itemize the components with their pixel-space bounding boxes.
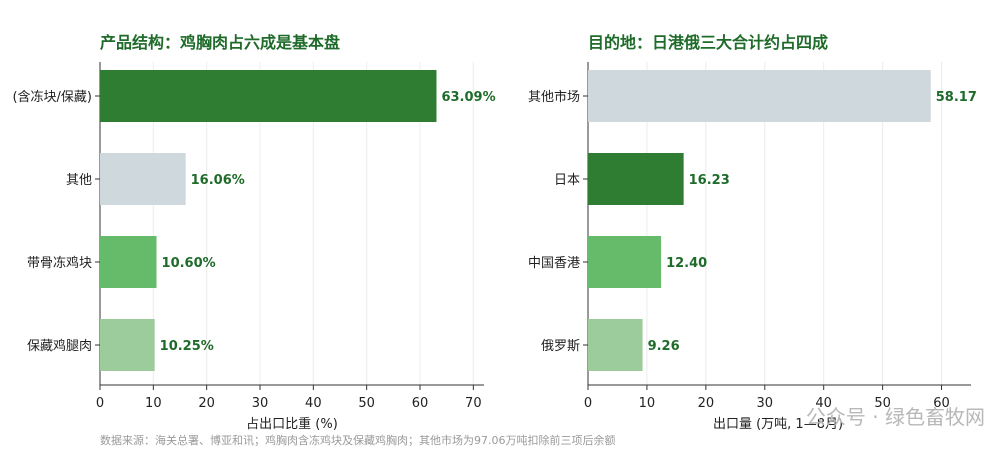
left-category-label: (含冻块/保藏): [12, 89, 92, 105]
left-category-label: 保藏鸡腿肉: [27, 338, 92, 354]
right-x-tick-label: 50: [874, 396, 891, 411]
right-data-label: 9.26: [648, 339, 680, 354]
right-bar: [588, 153, 684, 205]
watermark: 公众号 · 绿色畜牧网: [806, 405, 985, 429]
right-data-label: 16.23: [689, 173, 730, 188]
left-x-tick-label: 40: [305, 396, 322, 411]
right-x-axis-label: 出口量 (万吨, 1—8月): [713, 417, 843, 432]
left-data-label: 63.09%: [441, 90, 495, 105]
right-data-label: 12.40: [666, 256, 707, 271]
left-x-tick-label: 50: [358, 396, 375, 411]
left-bar: [100, 70, 437, 122]
left-bar: [100, 319, 155, 371]
left-x-tick-label: 0: [96, 396, 104, 411]
right-x-tick-label: 10: [639, 396, 656, 411]
right-x-tick-label: 0: [584, 396, 592, 411]
left-data-label: 16.06%: [191, 173, 245, 188]
left-category-label: 其他: [66, 173, 92, 188]
left-chart-plot: 0 10 20 30 40 50 60 70 (含冻块/保藏) 63.09% 其他 16.06% 带骨冻…: [12, 62, 496, 411]
left-x-tick-label: 60: [412, 396, 429, 411]
right-x-tick-label: 30: [756, 396, 773, 411]
right-data-label: 58.17: [936, 90, 977, 105]
right-category-label: 俄罗斯: [541, 339, 580, 354]
right-bar: [588, 70, 931, 122]
right-category-label: 其他市场: [528, 89, 580, 105]
right-category-label: 日本: [554, 173, 580, 188]
left-x-tick-label: 70: [465, 396, 482, 411]
right-chart-plot: 0 10 20 30 40 50 60 其他市场 58.17 日本 16.23 中国香港 12.40 俄罗…: [528, 62, 977, 411]
right-bar: [588, 236, 662, 288]
right-chart-title: 目的地：日港俄三大合计约占四成: [588, 33, 828, 52]
left-x-tick-label: 10: [145, 396, 162, 411]
right-x-tick-label: 40: [815, 396, 832, 411]
left-x-axis-label: 占出口比重 (%): [246, 416, 338, 432]
left-bar: [100, 153, 186, 205]
left-x-tick-label: 30: [252, 396, 269, 411]
left-chart-title: 产品结构：鸡胸肉占六成是基本盘: [100, 33, 340, 52]
right-bar: [588, 319, 643, 371]
left-data-label: 10.60%: [162, 256, 216, 271]
source-footnote: 数据来源：海关总署、博亚和讯；鸡胸肉含冻鸡块及保藏鸡胸肉；其他市场为97.06万…: [100, 433, 616, 447]
right-x-tick-label: 60: [933, 396, 950, 411]
right-category-label: 中国香港: [528, 256, 580, 271]
left-x-tick-label: 20: [198, 396, 215, 411]
left-data-label: 10.25%: [160, 339, 214, 354]
left-bar: [100, 236, 157, 288]
left-category-label: 带骨冻鸡块: [27, 255, 92, 271]
right-x-tick-label: 20: [698, 396, 715, 411]
